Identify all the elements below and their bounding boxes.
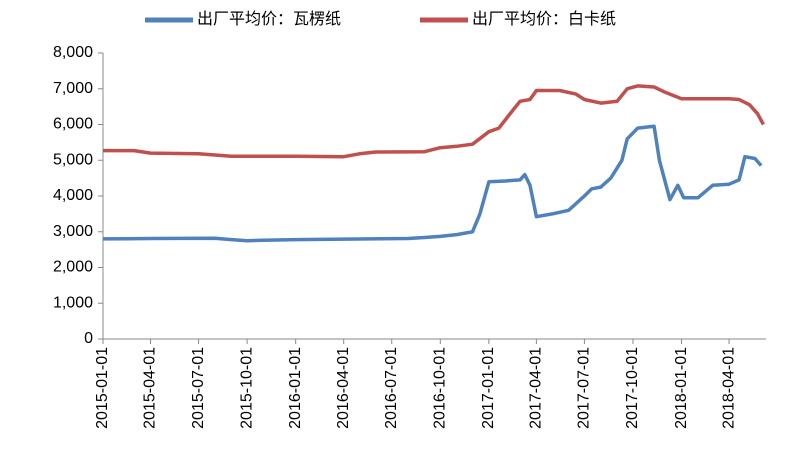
series-line [102,124,763,243]
x-tick-label: 2017-01-01 [480,347,497,429]
y-tick-label: 1,000 [53,294,93,311]
y-tick-label: 0 [84,330,93,347]
x-tick-label: 2016-07-01 [383,347,400,429]
x-tick-label: 2017-10-01 [624,347,641,429]
y-tick-label: 5,000 [53,151,93,168]
x-tick-label: 2017-04-01 [528,347,545,429]
x-tick-label: 2015-01-01 [94,347,111,429]
legend-label: 出厂平均价：白卡纸 [472,10,616,28]
x-tick-label: 2016-01-01 [287,347,304,429]
series-line [103,84,765,159]
x-tick-label: 2018-01-01 [673,347,690,429]
x-tick-label: 2017-07-01 [576,347,593,429]
x-tick-label: 2015-04-01 [142,347,159,429]
y-tick-label: 8,000 [53,44,93,61]
y-tick-label: 6,000 [53,116,93,133]
x-tick-label: 2016-04-01 [335,347,352,429]
x-tick-label: 2015-07-01 [190,347,207,429]
y-tick-label: 2,000 [53,259,93,276]
y-tick-label: 4,000 [53,187,93,204]
x-tick-label: 2015-10-01 [238,347,255,429]
y-tick-label: 7,000 [53,80,93,97]
x-tick-label: 2018-04-01 [720,347,737,429]
y-tick-label: 3,000 [53,223,93,240]
legend-label: 出厂平均价：瓦楞纸 [197,10,341,28]
x-tick-label: 2016-10-01 [432,347,449,429]
